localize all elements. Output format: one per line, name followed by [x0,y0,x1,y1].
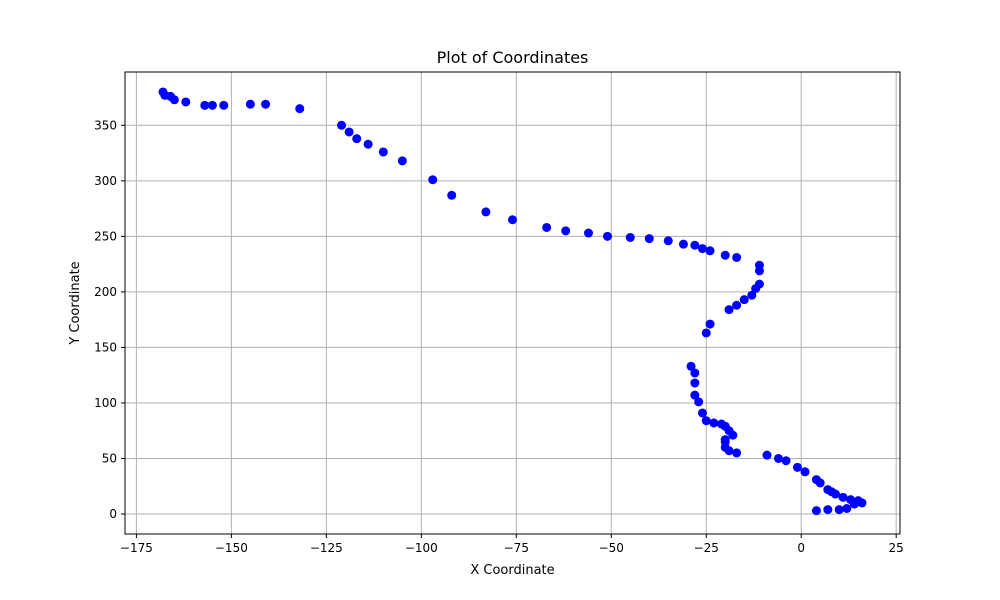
data-point [207,100,217,110]
data-point [625,232,635,242]
data-point [773,453,783,463]
x-tick-label: −175 [120,541,153,555]
data-point [720,250,730,260]
data-point [690,390,700,400]
data-point [709,418,719,428]
data-point [690,240,700,250]
data-point [663,236,673,246]
data-point [344,127,354,137]
data-point [690,378,700,388]
data-point [363,139,373,149]
data-point [781,456,791,466]
data-point [728,430,738,440]
data-point [792,462,802,472]
data-point [602,231,612,241]
data-point [352,134,362,144]
axis-ticks: −175 −150 −125 −100 −75 −50 −25 0 25050100150200… [94,118,904,555]
data-point [705,246,715,256]
data-point [245,99,255,109]
data-point [701,328,711,338]
data-point [724,446,734,456]
data-point [842,503,852,513]
y-tick-label: 0 [109,507,117,521]
x-tick-label: −75 [504,541,529,555]
data-point [697,408,707,418]
data-point [295,104,305,114]
data-point [561,226,571,236]
x-tick-label: −150 [215,541,248,555]
data-point [678,239,688,249]
y-tick-label: 250 [94,229,117,243]
y-tick-label: 100 [94,396,117,410]
data-point [732,300,742,310]
data-point [705,319,715,329]
data-point [169,95,179,105]
data-point [754,266,764,276]
data-point [815,478,825,488]
data-point [732,252,742,262]
x-tick-label: −25 [694,541,719,555]
x-tick-label: −125 [310,541,343,555]
data-point [583,228,593,238]
y-tick-label: 200 [94,285,117,299]
y-tick-label: 300 [94,174,117,188]
x-tick-label: −50 [599,541,624,555]
data-point [337,120,347,130]
data-point [219,100,229,110]
data-point [701,416,711,426]
data-point [724,305,734,315]
data-point [747,290,757,300]
grid-lines [125,72,900,534]
data-point [181,97,191,107]
data-point [732,448,742,458]
data-point [481,207,491,217]
chart-title: Plot of Coordinates [437,48,589,67]
data-point [811,506,821,516]
x-tick-label: 0 [797,541,805,555]
data-point [447,190,457,200]
data-point [397,156,407,166]
data-point [200,100,210,110]
scatter-points [158,87,867,516]
data-point [762,450,772,460]
data-point [800,467,810,477]
y-axis-label: Y Coordinate [68,261,83,345]
data-point [857,498,867,508]
data-point [838,492,848,502]
plot-area-frame [124,71,901,535]
data-point [644,234,654,244]
data-point [261,99,271,109]
x-tick-label: 25 [889,541,904,555]
data-point [830,489,840,499]
data-point [690,368,700,378]
x-axis-label: X Coordinate [470,563,554,578]
y-tick-label: 150 [94,340,117,354]
data-point [697,244,707,254]
x-tick-label: −100 [405,541,438,555]
y-tick-label: 50 [102,451,117,465]
data-point [508,215,517,225]
data-point [739,295,749,305]
y-tick-label: 350 [94,118,117,132]
data-point [823,505,833,515]
data-point [834,505,844,515]
data-point [694,397,704,407]
data-point [686,361,696,371]
data-point [428,175,438,185]
data-point [378,147,388,157]
data-point [542,222,552,232]
data-point [751,284,761,294]
